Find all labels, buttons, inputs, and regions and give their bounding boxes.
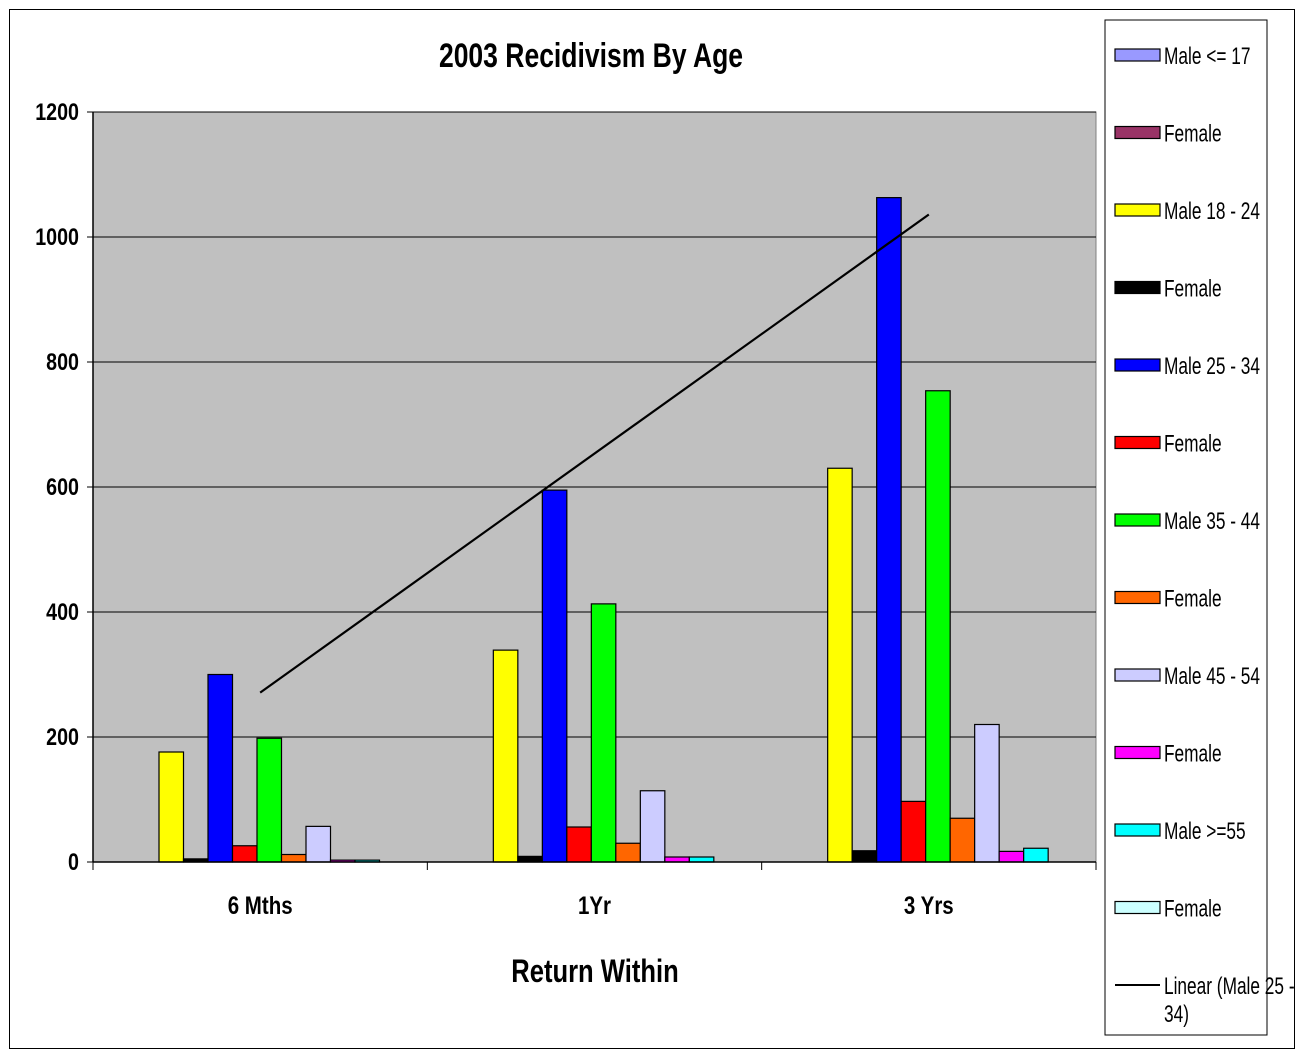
legend-swatch — [1114, 823, 1161, 837]
legend-label: Female — [1164, 276, 1222, 302]
y-tick-label: 800 — [46, 348, 79, 375]
bar — [974, 723, 1000, 863]
bar — [158, 751, 185, 863]
legend-box — [1104, 19, 1268, 1036]
legend-label: Male 18 - 24 — [1164, 198, 1260, 224]
x-tick-label: 6 Mths — [228, 891, 293, 919]
bar — [639, 790, 666, 863]
bar — [876, 197, 902, 863]
bar — [851, 850, 878, 863]
bar — [280, 853, 307, 863]
legend-label: Male 25 - 34 — [1164, 353, 1260, 379]
legend-swatch — [1114, 590, 1161, 605]
legend-label: Female — [1164, 586, 1222, 612]
bar — [925, 390, 951, 863]
legend-swatch — [1114, 745, 1161, 760]
bar — [615, 842, 641, 863]
legend-label: Male 45 - 54 — [1164, 663, 1260, 689]
y-tick-label: 600 — [46, 473, 79, 500]
legend-swatch — [1114, 48, 1161, 62]
legend-swatch — [1114, 358, 1161, 372]
legend-label: Female — [1164, 121, 1222, 147]
bar — [207, 673, 234, 863]
x-axis-title: Return Within — [511, 954, 679, 989]
legend-swatch — [1114, 668, 1161, 682]
legend-label: Male 35 - 44 — [1164, 508, 1260, 534]
y-tick-label: 0 — [68, 848, 79, 875]
bar — [517, 855, 543, 863]
bar — [566, 826, 592, 863]
y-tick-label: 200 — [46, 723, 79, 750]
legend-label: Female — [1164, 896, 1222, 922]
y-tick-label: 1200 — [35, 98, 79, 125]
legend-swatch — [1114, 435, 1161, 450]
legend-label: Female — [1164, 741, 1222, 767]
bar — [998, 850, 1025, 863]
y-tick-label: 1000 — [35, 223, 79, 250]
legend-swatch — [1114, 280, 1161, 295]
legend-swatch — [1114, 900, 1161, 915]
legend-label: Male <= 17 — [1164, 43, 1250, 69]
legend-swatch — [1114, 513, 1161, 527]
x-tick-label: 1Yr — [578, 891, 611, 919]
legend-swatch — [1114, 125, 1161, 140]
trendline — [259, 213, 930, 694]
bar — [492, 649, 519, 863]
bar — [541, 489, 568, 863]
y-tick-label: 400 — [46, 598, 79, 625]
legend-label: Male >=55 — [1164, 818, 1246, 844]
bar — [1023, 847, 1049, 863]
legend-label: Female — [1164, 431, 1222, 457]
bar — [590, 603, 617, 863]
bar — [827, 467, 853, 863]
bar — [900, 800, 927, 863]
legend-swatch — [1114, 203, 1161, 217]
bar — [949, 817, 976, 863]
bar — [256, 737, 283, 863]
bar — [231, 845, 258, 863]
bar — [305, 825, 332, 863]
chart-title: 2003 Recidivism By Age — [439, 37, 743, 75]
legend-label: Linear (Male 25 -34) — [1164, 973, 1295, 1027]
x-tick-label: 3 Yrs — [904, 891, 954, 919]
